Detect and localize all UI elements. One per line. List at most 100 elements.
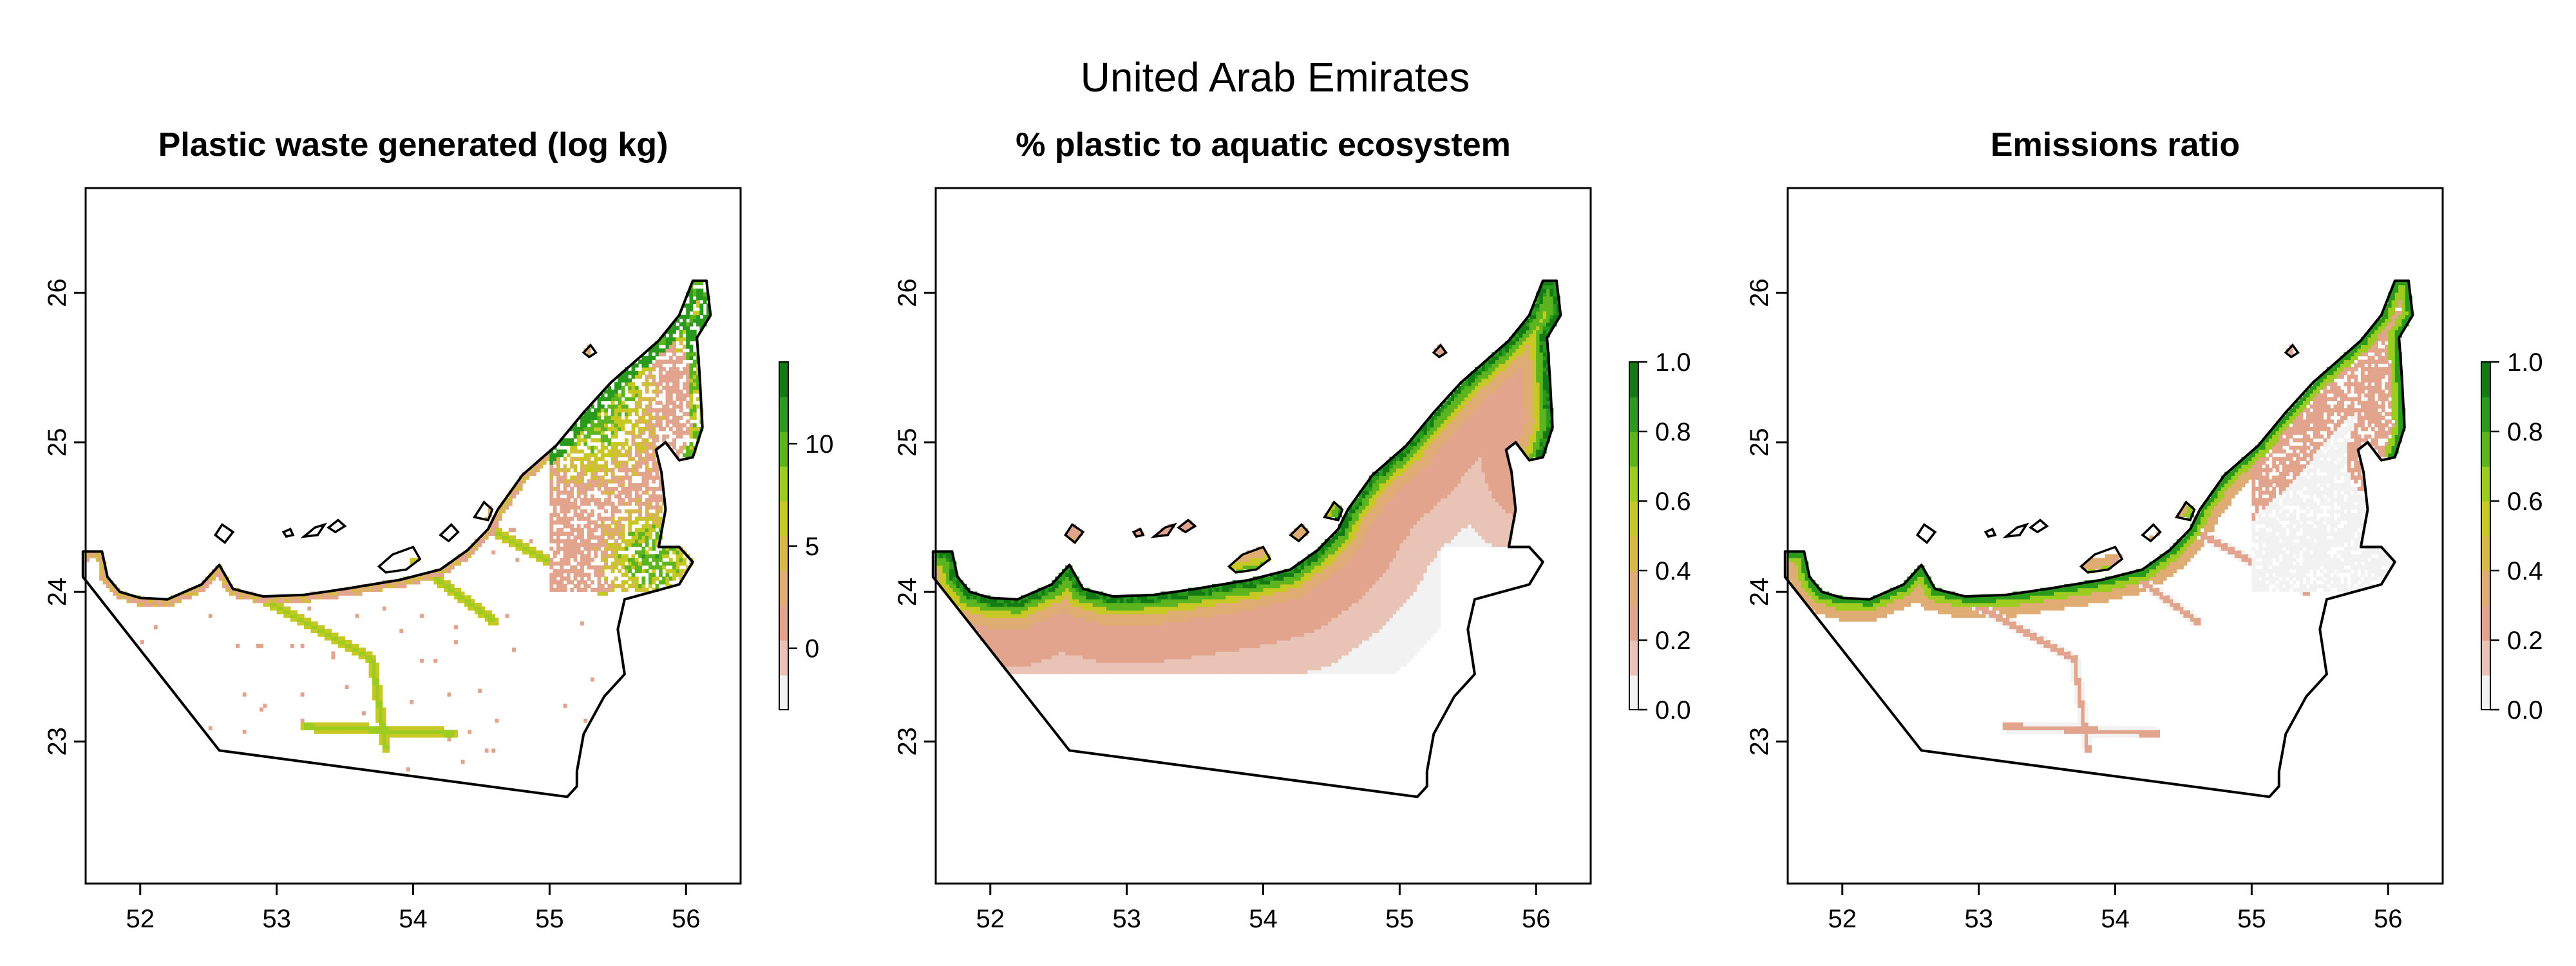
raster-cell xyxy=(396,726,400,730)
raster-cell xyxy=(634,468,639,473)
raster-cell xyxy=(570,524,574,529)
raster-cell xyxy=(621,498,625,502)
raster-cell xyxy=(1321,558,1325,562)
raster-cell xyxy=(553,468,557,473)
raster-cell xyxy=(1300,647,1305,652)
raster-cell xyxy=(1294,599,1298,603)
raster-cell xyxy=(655,494,659,498)
raster-cell xyxy=(672,348,676,353)
raster-cell xyxy=(556,513,560,517)
raster-cell xyxy=(618,527,622,533)
raster-cell xyxy=(587,412,591,417)
raster-cell xyxy=(658,348,663,353)
raster-cell xyxy=(1215,602,1220,607)
raster-cell xyxy=(604,539,608,544)
raster-cell xyxy=(1133,670,1138,674)
raster-cell xyxy=(539,550,544,554)
raster-cell xyxy=(1000,618,1005,622)
raster-cell xyxy=(600,531,605,536)
raster-cell xyxy=(433,573,438,577)
raster-cell xyxy=(594,438,598,442)
y-tick-label: 23 xyxy=(43,727,71,756)
raster-cell xyxy=(556,502,560,506)
raster-cell xyxy=(1000,621,1005,626)
raster-cell xyxy=(689,374,694,379)
raster-cell xyxy=(1276,583,1281,589)
raster-cell xyxy=(1215,618,1220,622)
raster-cell xyxy=(1072,643,1076,649)
raster-cell xyxy=(549,513,554,517)
raster-cell xyxy=(1260,640,1264,645)
raster-cell xyxy=(358,587,363,592)
raster-cell xyxy=(1218,602,1223,607)
raster-cell xyxy=(1031,632,1036,637)
raster-cell xyxy=(1222,610,1226,614)
raster-cell xyxy=(1253,662,1257,667)
raster-cell xyxy=(1168,655,1172,659)
raster-cell xyxy=(1126,636,1131,641)
raster-cell xyxy=(1239,651,1244,656)
raster-cell xyxy=(1208,640,1213,645)
raster-cell xyxy=(1010,599,1015,603)
raster-cell xyxy=(649,546,652,551)
raster-cell xyxy=(634,569,639,574)
raster-cell xyxy=(1089,643,1094,649)
raster-cell xyxy=(652,397,656,401)
raster-cell xyxy=(611,509,615,514)
raster-cell xyxy=(317,625,322,630)
raster-cell xyxy=(1096,625,1100,630)
raster-cell xyxy=(495,516,499,521)
raster-cell xyxy=(1276,576,1281,581)
raster-cell xyxy=(358,651,363,656)
raster-cell xyxy=(1218,643,1223,649)
raster-cell xyxy=(468,606,472,611)
raster-cell xyxy=(638,550,642,554)
raster-cell xyxy=(1137,610,1141,614)
raster-cell xyxy=(1311,587,1315,592)
raster-cell xyxy=(1168,640,1172,645)
raster-cell xyxy=(672,573,676,577)
raster-cell xyxy=(508,543,513,547)
raster-cell xyxy=(1021,662,1025,667)
raster-cell xyxy=(634,446,639,450)
raster-cell xyxy=(638,471,642,477)
raster-cell xyxy=(1226,643,1230,649)
raster-cell xyxy=(1260,666,1264,670)
raster-cell xyxy=(556,486,560,491)
raster-cell xyxy=(994,621,998,626)
raster-cell xyxy=(645,438,649,442)
raster-cell xyxy=(518,486,523,491)
raster-cell xyxy=(607,415,612,420)
legend-swatch xyxy=(779,640,788,676)
raster-cell xyxy=(1133,662,1138,667)
raster-cell xyxy=(676,393,680,398)
raster-cell xyxy=(1174,602,1179,607)
raster-cell xyxy=(1229,618,1233,622)
raster-cell xyxy=(570,475,574,480)
raster-cell xyxy=(679,558,683,562)
raster-cell xyxy=(260,707,263,712)
raster-cell xyxy=(1195,614,1199,618)
raster-cell xyxy=(1236,618,1240,622)
raster-cell xyxy=(1137,666,1141,670)
raster-cell xyxy=(1000,636,1005,641)
raster-cell xyxy=(980,599,984,603)
raster-cell xyxy=(560,580,564,585)
panel-title: % plastic to aquatic ecosystem xyxy=(1016,126,1511,164)
raster-cell xyxy=(549,535,554,540)
raster-cell xyxy=(594,427,598,431)
raster-cell xyxy=(686,378,690,383)
raster-cell xyxy=(973,599,978,603)
raster-cell xyxy=(1280,647,1284,652)
raster-cell xyxy=(631,464,636,469)
raster-cell xyxy=(1236,636,1240,641)
raster-cell xyxy=(692,299,697,304)
raster-cell xyxy=(1010,666,1015,670)
raster-cell xyxy=(645,457,649,461)
raster-cell xyxy=(1072,666,1076,670)
raster-cell xyxy=(450,591,455,596)
raster-cell xyxy=(624,569,629,574)
raster-cell xyxy=(956,602,960,607)
raster-cell xyxy=(321,726,325,730)
raster-cell xyxy=(1120,618,1124,622)
